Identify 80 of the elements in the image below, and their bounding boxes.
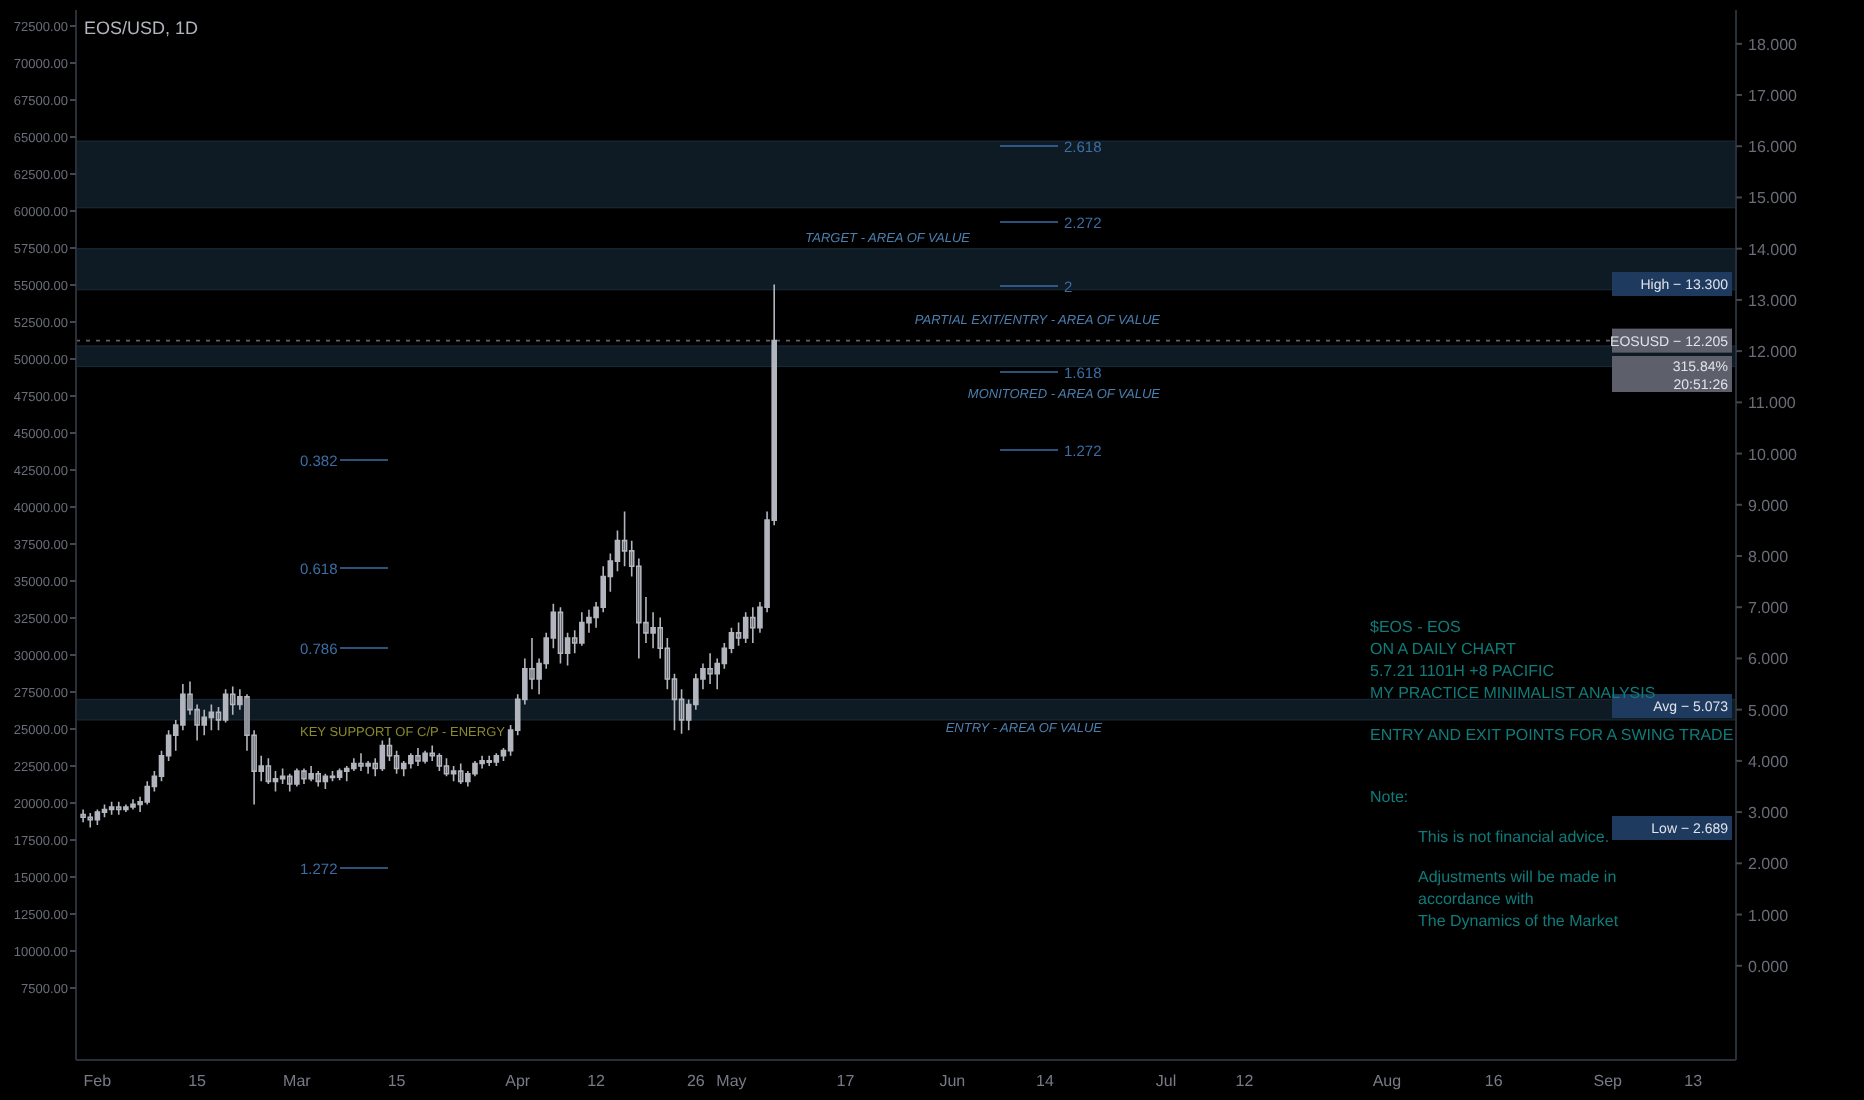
y-tick-label: 2.000 (1748, 855, 1790, 874)
y-tick-label: 13.000 (1748, 291, 1799, 310)
candlestick (208, 703, 215, 731)
candlestick (343, 765, 350, 783)
candlestick (450, 765, 457, 783)
annotation: 5.7.21 1101H +8 PACIFIC (1370, 662, 1555, 680)
y-tick-label: 10.000 (1748, 445, 1799, 464)
candlestick (408, 752, 414, 770)
y-tick-label: 5.000 (1748, 701, 1790, 720)
candlestick (308, 765, 314, 783)
candlestick (457, 762, 464, 785)
candlestick (422, 749, 428, 765)
annotation: ENTRY AND EXIT POINTS FOR A SWING TRADE (1370, 726, 1734, 744)
x-tick-label: 17 (836, 1072, 856, 1090)
candlestick (101, 803, 108, 819)
candlestick (286, 772, 293, 793)
candlestick (294, 767, 300, 788)
x-tick-label: Jul (1155, 1072, 1177, 1090)
y-tick-label: 12.000 (1748, 343, 1799, 362)
candlestick (322, 772, 329, 790)
x-tick-label: Apr (505, 1072, 531, 1090)
annotation: Note: (1370, 788, 1409, 806)
x-tick-label: 15 (188, 1072, 208, 1090)
y-tick-label: 1.000 (1748, 906, 1790, 925)
y-tick-label: 0.000 (1748, 957, 1790, 976)
x-tick-label: Mar (283, 1072, 312, 1090)
candlestick (472, 760, 478, 778)
candlestick (301, 767, 307, 785)
candlestick (329, 770, 336, 783)
candlestick (279, 767, 286, 785)
x-tick-label: 26 (686, 1072, 706, 1090)
text: EOS/USD, 1D (84, 18, 200, 38)
x-tick-label: 16 (1484, 1072, 1504, 1090)
x-tick-label: 12 (587, 1072, 607, 1090)
annotation: MY PRACTICE MINIMALIST ANALYSIS (1370, 684, 1656, 702)
candlestick (579, 611, 585, 647)
x-tick-label: May (716, 1072, 747, 1090)
x-tick-label: 12 (1235, 1072, 1255, 1090)
y-tick-label: 15.000 (1748, 189, 1799, 208)
x-tick-label: Feb (83, 1072, 113, 1090)
y-tick-label: 11.000 (1748, 394, 1797, 413)
x-tick-label: Sep (1593, 1072, 1624, 1090)
candlestick (365, 760, 371, 775)
candlestick (229, 685, 236, 716)
x-tick-label: 13 (1684, 1072, 1704, 1090)
y-tick-label: 9.000 (1748, 496, 1790, 515)
candlestick (486, 754, 493, 767)
candlestick (108, 801, 115, 816)
candlestick (201, 708, 208, 737)
y-tick-label: 3.000 (1748, 804, 1790, 823)
x-tick-label: Aug (1372, 1072, 1402, 1090)
annotation: The Dynamics of the Market (1418, 912, 1620, 930)
candlestick (479, 754, 485, 770)
candlestick (80, 808, 86, 824)
y-tick-label: 17.000 (1748, 87, 1799, 106)
candlestick (315, 770, 322, 788)
y-tick-label: 14.000 (1748, 240, 1799, 259)
candlestick (87, 812, 94, 829)
y-tick-label: 18.000 (1748, 35, 1799, 54)
candlestick (750, 606, 756, 644)
annotation: ON A DAILY CHART (1370, 640, 1517, 658)
annotation: Adjustments will be made in (1418, 868, 1617, 886)
y-tick-label: 6.000 (1748, 650, 1790, 669)
annotation: $EOS - EOS (1370, 618, 1461, 636)
x-tick-label: 14 (1036, 1072, 1055, 1090)
y-tick-label: 4.000 (1748, 752, 1790, 771)
y-tick-label: 8.000 (1748, 548, 1790, 566)
x-tick-label: Jun (939, 1072, 966, 1090)
candlestick (123, 803, 129, 813)
y-tick-label: 16.000 (1748, 138, 1799, 157)
candlestick (115, 801, 122, 816)
x-tick-label: 15 (387, 1072, 407, 1090)
y-tick-label: 7.000 (1748, 599, 1790, 618)
candlestick (621, 510, 628, 568)
candlestick (130, 798, 136, 811)
annotation: This is not financial advice. (1418, 828, 1610, 846)
annotation: accordance with (1418, 890, 1534, 908)
candlestick (415, 747, 421, 767)
candlestick (358, 752, 364, 772)
candlestick (707, 652, 713, 685)
